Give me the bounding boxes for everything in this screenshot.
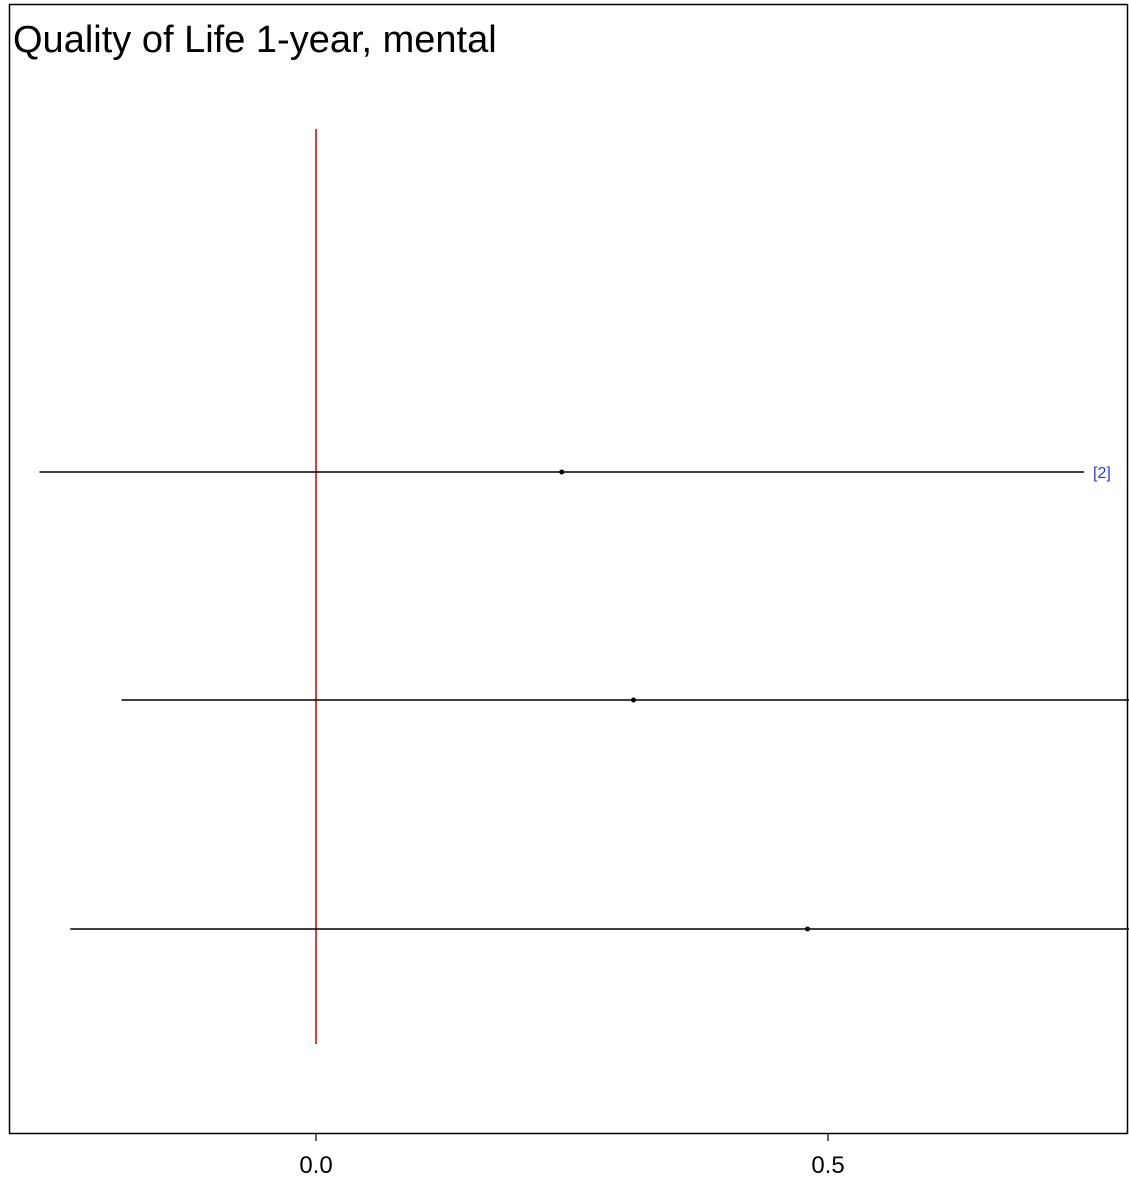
- x-tick-label: 0.5: [811, 1152, 844, 1179]
- point-estimate: [559, 469, 565, 475]
- point-estimate: [630, 697, 636, 703]
- study-label: [2]: [1093, 465, 1111, 482]
- studies-group: [2][3][4]: [39, 465, 1129, 932]
- x-axis: -0.50.00.51.01.5: [299, 1133, 845, 1179]
- point-estimate: [805, 926, 811, 932]
- plot-frame: [8, 3, 1129, 1135]
- x-tick-label: 0.0: [299, 1152, 332, 1179]
- chart-title: Quality of Life 1-year, mental: [13, 19, 497, 61]
